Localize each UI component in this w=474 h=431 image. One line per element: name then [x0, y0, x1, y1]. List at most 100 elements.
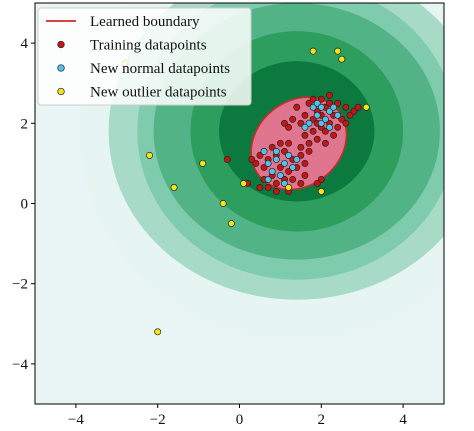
training-datapoints-point-55 — [297, 143, 305, 151]
training-datapoints-point-59 — [321, 127, 329, 135]
training-datapoints-point-20 — [301, 159, 309, 167]
legend-marker-new-outlier-datapoints — [57, 87, 65, 96]
new-outlier-datapoints-point-12 — [154, 328, 162, 336]
training-datapoints-point-36 — [338, 115, 346, 123]
y-tick-label-1: −2 — [12, 277, 28, 293]
y-tick-label-4: 4 — [21, 36, 29, 52]
training-datapoints-point-13 — [268, 143, 276, 151]
training-datapoints-point-57 — [326, 99, 333, 107]
training-datapoints-point-46 — [321, 139, 329, 147]
y-tick-label-3: 2 — [21, 116, 29, 132]
legend-marker-training-datapoints — [57, 40, 65, 49]
training-datapoints-point-14 — [276, 139, 284, 147]
new-normal-datapoints-point-14 — [326, 107, 333, 115]
x-tick-label-3: 2 — [318, 412, 326, 428]
training-datapoints-point-18 — [252, 159, 260, 167]
new-normal-datapoints-point-6 — [276, 171, 284, 179]
new-normal-datapoints-point-13 — [317, 119, 325, 127]
training-datapoints-point-24 — [305, 147, 313, 155]
training-datapoints-point-34 — [317, 95, 325, 103]
training-datapoints-point-31 — [301, 111, 309, 119]
x-tick-label-1: −2 — [150, 412, 166, 428]
y-tick-label-2: 0 — [21, 197, 29, 213]
legend-box — [37, 7, 252, 106]
training-datapoints-point-42 — [350, 107, 358, 115]
legend-label-training-datapoints: Training datapoints — [90, 38, 207, 54]
new-outlier-datapoints-point-10 — [317, 188, 325, 195]
new-normal-datapoints-point-15 — [309, 103, 317, 111]
legend-marker-new-normal-datapoints — [57, 64, 65, 72]
new-outlier-datapoints-point-5 — [227, 220, 235, 227]
training-datapoints-point-25 — [309, 115, 317, 123]
training-datapoints-point-23 — [272, 188, 280, 195]
training-datapoints-point-19 — [285, 139, 293, 147]
new-outlier-datapoints-point-13 — [240, 179, 248, 187]
legend-label-new-normal-datapoints: New normal datapoints — [90, 61, 230, 77]
scatter-points — [121, 47, 370, 336]
x-axis: −4 −2 0 2 4 — [68, 404, 407, 428]
legend: Learned boundary Training datapoints New n… — [37, 7, 252, 106]
new-normal-datapoints-point-4 — [285, 151, 293, 159]
new-normal-datapoints-point-21 — [301, 123, 309, 131]
legend-label-learned-boundary: Learned boundary — [90, 14, 200, 30]
new-normal-datapoints-point-19 — [313, 99, 321, 107]
legend-label-new-outlier-datapoints: New outlier datapoints — [90, 85, 227, 101]
training-datapoints-point-63 — [317, 175, 325, 183]
training-datapoints-point-4 — [276, 163, 284, 171]
new-normal-datapoints-point-9 — [293, 155, 301, 163]
training-datapoints-point-41 — [346, 111, 354, 119]
training-datapoints-point-48 — [334, 123, 342, 131]
training-datapoints-point-5 — [281, 147, 288, 155]
training-datapoints-point-37 — [342, 103, 350, 111]
x-tick-label-2: 0 — [236, 412, 244, 428]
training-datapoints-point-38 — [326, 91, 333, 99]
new-normal-datapoints-point-0 — [264, 159, 272, 167]
new-normal-datapoints-point-22 — [326, 123, 333, 131]
new-outlier-datapoints-point-11 — [285, 184, 293, 191]
training-datapoints-point-16 — [264, 184, 272, 191]
training-datapoints-point-53 — [281, 119, 288, 127]
training-datapoints-point-40 — [293, 103, 301, 111]
training-datapoints-point-66 — [301, 171, 309, 179]
new-normal-datapoints-point-8 — [272, 147, 280, 155]
new-outlier-datapoints-point-4 — [219, 200, 227, 207]
new-normal-datapoints-point-1 — [272, 155, 280, 163]
new-outlier-datapoints-point-1 — [170, 184, 178, 191]
training-datapoints-point-9 — [272, 179, 280, 187]
training-datapoints-point-6 — [285, 167, 293, 175]
new-outlier-datapoints-point-8 — [334, 47, 342, 55]
training-datapoints-point-54 — [305, 139, 313, 147]
new-normal-datapoints-point-16 — [321, 115, 329, 123]
new-normal-datapoints-point-12 — [313, 111, 321, 119]
x-tick-label-0: −4 — [68, 412, 84, 428]
training-datapoints-point-7 — [256, 151, 264, 159]
new-outlier-datapoints-point-0 — [146, 151, 153, 159]
training-datapoints-point-44 — [330, 131, 338, 139]
new-normal-datapoints-point-3 — [268, 167, 276, 175]
new-outlier-datapoints-point-7 — [338, 55, 346, 63]
new-normal-datapoints-point-5 — [260, 147, 268, 155]
training-datapoints-point-35 — [309, 127, 317, 135]
training-datapoints-point-43 — [354, 103, 362, 111]
new-normal-datapoints-point-2 — [281, 159, 288, 167]
training-datapoints-point-47 — [289, 115, 297, 123]
new-normal-datapoints-point-23 — [317, 103, 325, 111]
training-datapoints-point-65 — [256, 184, 264, 191]
training-datapoints-point-56 — [309, 95, 317, 103]
training-datapoints-point-45 — [313, 135, 321, 143]
new-normal-datapoints-point-20 — [334, 111, 342, 119]
training-datapoints-point-39 — [297, 119, 305, 127]
training-datapoints-point-62 — [313, 179, 321, 187]
new-normal-datapoints-point-18 — [330, 103, 338, 111]
new-normal-datapoints-point-10 — [264, 175, 272, 183]
training-datapoints-point-30 — [305, 99, 313, 107]
y-tick-label-0: −4 — [12, 357, 28, 373]
new-outlier-datapoints-point-3 — [199, 159, 207, 167]
training-datapoints-point-0 — [260, 163, 268, 171]
training-datapoints-point-50 — [301, 131, 309, 139]
training-datapoints-point-22 — [297, 179, 305, 187]
training-datapoints-point-17 — [289, 175, 297, 183]
y-axis: −4 −2 0 2 4 — [12, 36, 35, 373]
new-normal-datapoints-point-17 — [305, 119, 313, 127]
